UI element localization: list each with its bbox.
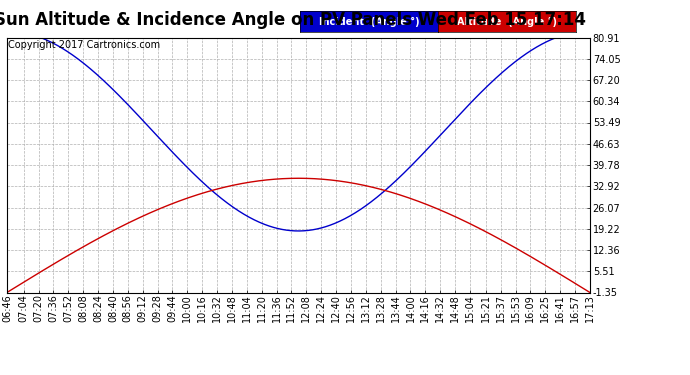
Text: Altitude  (Angle °): Altitude (Angle °): [457, 16, 557, 27]
Text: Incident  (Angle °): Incident (Angle °): [319, 16, 420, 27]
Text: Sun Altitude & Incidence Angle on PV Panels Wed Feb 15 17:14: Sun Altitude & Incidence Angle on PV Pan…: [0, 11, 586, 29]
Text: Copyright 2017 Cartronics.com: Copyright 2017 Cartronics.com: [8, 40, 160, 50]
